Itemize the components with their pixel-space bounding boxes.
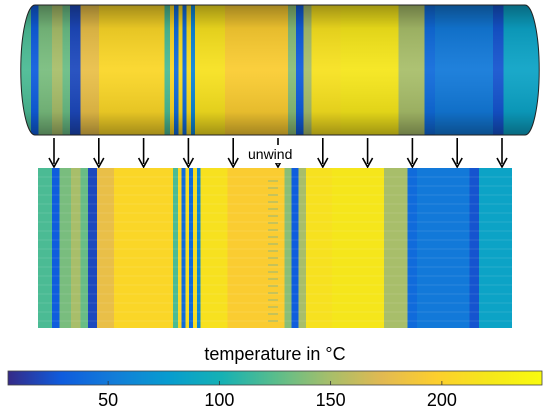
colorbar-tick-label: 100 (204, 390, 234, 410)
colorbar: 50 100 150 200 (7, 370, 543, 410)
down-arrow-icon (406, 138, 419, 169)
colorbar-tick-label: 150 (316, 390, 346, 410)
down-arrow-icon (317, 138, 329, 169)
unwind-label-bg (244, 145, 312, 163)
cylinder-view (20, 4, 540, 136)
strip-texture (38, 176, 512, 322)
colorbar-title: temperature in °C (204, 344, 345, 364)
colorbar-ticks: 50 100 150 200 (98, 381, 457, 410)
unwind-label: unwind (248, 146, 292, 162)
cylinder-outline (20, 4, 540, 136)
unwind-arrows (48, 138, 508, 169)
down-arrow-icon (93, 138, 105, 169)
unwrapped-strip (38, 168, 512, 328)
colorbar-tick-label: 50 (98, 390, 118, 410)
down-arrow-icon (48, 138, 60, 169)
colorbar-tick-label: 200 (427, 390, 457, 410)
down-arrow-icon (496, 138, 508, 169)
down-arrow-icon (451, 138, 463, 169)
down-arrow-icon (182, 138, 195, 169)
cylinder-shading (20, 5, 540, 135)
down-arrow-icon (361, 138, 374, 169)
colorbar-scale (7, 370, 543, 386)
down-arrow-icon (137, 138, 150, 169)
down-arrow-icon (227, 138, 239, 169)
